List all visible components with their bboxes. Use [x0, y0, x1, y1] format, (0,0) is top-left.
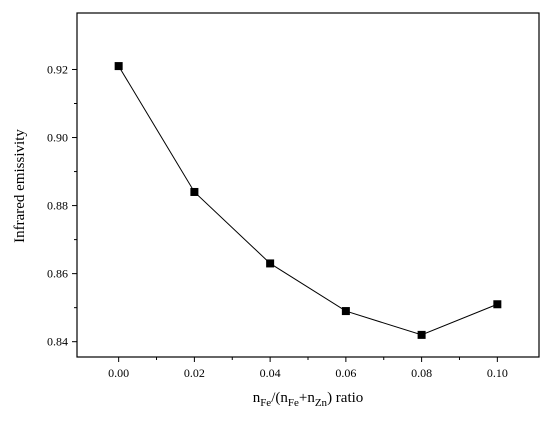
data-point [341, 307, 350, 316]
y-tick-label: 0.88 [47, 199, 68, 213]
series-line [118, 65, 498, 336]
y-axis-label: Infrared emissivity [12, 129, 28, 243]
x-tick-label: 0.02 [184, 366, 205, 380]
x-axis: 0.00 0.02 0.04 0.06 0.08 0.10 [108, 357, 508, 380]
x-tick-label: 0.10 [487, 366, 508, 380]
y-tick-label: 0.92 [47, 62, 68, 76]
x-axis-label: nFe/(nFe+nZn) ratio [253, 390, 364, 409]
data-point [417, 330, 426, 339]
data-point [114, 62, 123, 71]
series-group [114, 62, 502, 339]
y-tick-label: 0.90 [47, 131, 68, 145]
x-tick-label: 0.04 [260, 366, 281, 380]
x-tick-label: 0.08 [411, 366, 432, 380]
y-tick-label: 0.86 [47, 267, 68, 281]
plot-frame [76, 12, 540, 358]
data-point [190, 187, 199, 196]
data-point [493, 300, 502, 309]
x-tick-label: 0.00 [108, 366, 129, 380]
y-axis: 0.84 0.86 0.88 0.90 0.92 [47, 62, 77, 349]
y-tick-label: 0.84 [47, 335, 68, 349]
data-point [266, 259, 275, 268]
x-tick-label: 0.06 [335, 366, 356, 380]
